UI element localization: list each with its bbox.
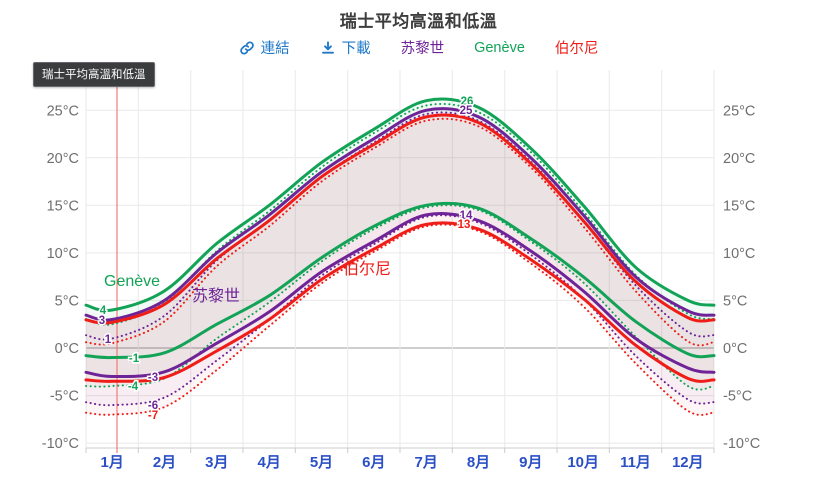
value-label: 25	[460, 105, 473, 117]
series-toggle-geneva[interactable]: Genève	[474, 39, 525, 56]
month-label: 12月	[672, 454, 704, 471]
value-label: 3	[99, 315, 105, 327]
link-button[interactable]: 連結	[239, 37, 290, 58]
y-tick-label-right: 15°C	[723, 198, 755, 214]
y-tick-label-left: 15°C	[47, 198, 79, 214]
y-axis-labels[interactable]: 25°C 25°C20°C 20°C15°C 15°C10°C 10°C5°C 5°C0°…	[42, 103, 760, 452]
value-label: 26	[461, 96, 474, 108]
value-label: -6	[148, 400, 158, 412]
link-button-label: 連結	[260, 41, 290, 57]
value-label: 1	[105, 334, 112, 346]
value-label: 4	[100, 305, 107, 317]
y-tick-label-left: 20°C	[47, 151, 79, 167]
value-label: -1	[129, 353, 140, 365]
month-label: 11月	[620, 454, 651, 471]
feels-line[interactable]	[85, 117, 715, 347]
chart-title: 瑞士平均高溫和低溫	[339, 12, 498, 31]
y-tick-label-right: 10°C	[723, 246, 755, 262]
hover-tooltip: 瑞士平均高溫和低溫	[33, 62, 155, 87]
y-tick-label-right: -10°C	[723, 436, 760, 452]
x-axis[interactable]	[85, 447, 715, 453]
y-tick-label-left: 25°C	[47, 103, 79, 119]
avg-line[interactable]	[84, 107, 716, 322]
y-tick-label-left: 0°C	[55, 341, 79, 357]
toolbar: 連結 下載 苏黎世 Genève 伯尔尼	[0, 37, 837, 58]
y-tick-label-left: 5°C	[55, 293, 79, 309]
feels-like-lines[interactable]	[85, 102, 715, 416]
month-label: 9月	[519, 454, 542, 471]
y-tick-label-right: -5°C	[723, 389, 752, 405]
y-tick-label-right: 25°C	[723, 103, 755, 119]
y-tick-label-right: 20°C	[723, 151, 755, 167]
average-lines[interactable]	[84, 97, 716, 383]
avg-line[interactable]	[84, 221, 716, 383]
grid[interactable]	[85, 70, 715, 448]
value-label: -4	[128, 381, 139, 393]
city-label: 苏黎世	[192, 287, 240, 305]
series-toggle-bern[interactable]: 伯尔尼	[554, 41, 599, 57]
y-tick-label-left: -5°C	[50, 389, 79, 405]
month-label: 4月	[258, 454, 281, 471]
value-label: -7	[148, 410, 158, 422]
download-button[interactable]: 下載	[320, 37, 371, 58]
month-label: 8月	[467, 454, 490, 471]
link-icon	[239, 40, 255, 56]
avg-line[interactable]	[84, 211, 716, 379]
city-labels[interactable]: Genève 苏黎世 伯尔尼	[104, 260, 391, 305]
month-label: 1月	[101, 454, 124, 471]
y-tick-label-left: 10°C	[47, 246, 79, 262]
month-label: 5月	[310, 454, 333, 471]
value-label: 13	[458, 219, 471, 231]
value-label: 14	[460, 210, 473, 222]
month-label: 10月	[567, 454, 599, 471]
city-label: Genève	[104, 273, 160, 290]
city-label: 伯尔尼	[343, 260, 391, 278]
hover-tooltip-text: 瑞士平均高溫和低溫	[42, 69, 146, 81]
feels-line[interactable]	[85, 214, 715, 407]
value-label: -3	[148, 372, 158, 384]
month-label: 6月	[362, 454, 385, 471]
avg-line[interactable]	[84, 201, 716, 360]
feels-line[interactable]	[85, 223, 715, 416]
y-tick-label-left: -10°C	[42, 436, 79, 452]
y-tick-label-right: 5°C	[723, 293, 747, 309]
avg-line[interactable]	[84, 97, 716, 313]
download-icon	[320, 40, 336, 56]
x-axis-labels[interactable]: 1月 2月 3月 4月 5月 6月 7月 8月 9月 10月 11月 12月	[101, 454, 704, 471]
download-button-label: 下載	[341, 41, 371, 57]
series-toggle-zurich[interactable]: 苏黎世	[400, 41, 445, 57]
avg-line[interactable]	[84, 113, 716, 325]
y-tick-label-right: 0°C	[723, 341, 747, 357]
month-label: 7月	[415, 454, 438, 471]
month-label: 3月	[205, 454, 228, 471]
month-label: 2月	[153, 454, 176, 471]
feels-line[interactable]	[85, 111, 715, 341]
